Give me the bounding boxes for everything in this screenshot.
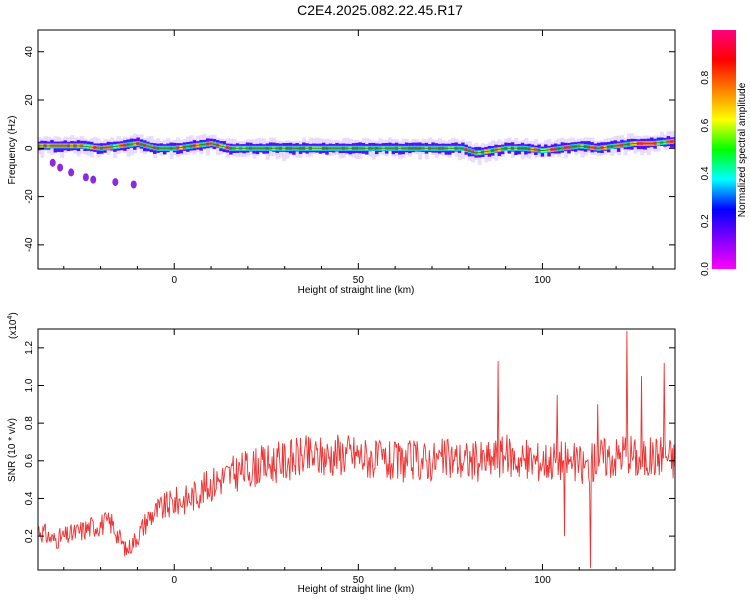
spectrum-scatter-point (68, 168, 75, 177)
colorbar-tick-label: 0.0 (700, 262, 711, 276)
snr-xtick-label: 50 (353, 575, 365, 586)
spectrum-scatter-point (112, 178, 119, 187)
snr-ytick-label: 0.6 (24, 453, 35, 467)
snr-ylabel: SNR (10 * v/v) (7, 418, 18, 482)
figure-title: C2E4.2025.082.22.45.R17 (297, 2, 463, 18)
snr-xtick-label: 0 (171, 575, 177, 586)
spectrogram-axes: 0 50 100 -40 -20 0 20 40 (24, 30, 675, 286)
colorbar-tick-label: 0.4 (700, 166, 711, 180)
snr-ytick-label: 1.2 (24, 340, 35, 354)
colorbar-label: Normalized spectral amplitude (737, 82, 748, 217)
colorbar-tick-label: 0.6 (700, 118, 711, 132)
colorbar-tick-label: 0.2 (700, 214, 711, 228)
spectrogram-ylabel: Frequency (Hz) (7, 116, 18, 185)
snr-ytick-label: 0.2 (24, 529, 35, 543)
snr-xlabel: Height of straight line (km) (298, 584, 415, 595)
spectrum-scatter-point (49, 158, 56, 167)
snr-axes: 0 50 100 0.2 0.4 0.6 0.8 1.0 1.2 (24, 329, 675, 586)
spectrogram-ytick-label: 20 (24, 94, 35, 106)
snr-ytick-label: 1.0 (24, 378, 35, 392)
spectrogram-content (38, 130, 675, 189)
snr-panel: 0 50 100 0.2 0.4 0.6 0.8 1.0 1.2 Height of strai… (7, 312, 676, 595)
snr-series-line (38, 330, 675, 569)
snr-ytick-label: 0.8 (24, 416, 35, 430)
svg-text:(x104): (x104) (7, 312, 19, 339)
spectrogram-ytick-label: 0 (24, 145, 35, 151)
snr-xtick-label: 100 (534, 575, 551, 586)
spectrogram-xtick-label: 100 (534, 275, 551, 286)
spectrogram-core (38, 138, 675, 156)
spectrogram-xtick-label: 50 (353, 275, 365, 286)
snr-frame (37, 328, 676, 571)
spectrum-scatter-point (82, 173, 89, 182)
spectrum-scatter-point (57, 163, 64, 172)
snr-content (38, 330, 675, 569)
snr-multiplier-close: ) (8, 312, 19, 315)
spectrogram-xtick-label: 0 (171, 275, 177, 286)
snr-multiplier-base: (x10 (8, 319, 19, 339)
colorbar-tick-label: 0.8 (700, 70, 711, 84)
spectrum-scatter-point (90, 175, 97, 184)
snr-ytick-label: 0.4 (24, 491, 35, 505)
colorbar-axes: 0.0 0.2 0.4 0.6 0.8 (700, 70, 711, 276)
spectrum-scatter-point (130, 180, 137, 189)
spectrogram-ytick-label: -20 (24, 189, 35, 204)
snr-multiplier: (x104) (7, 312, 19, 339)
snr-multiplier-exp: 4 (7, 316, 14, 320)
colorbar-gradient (712, 30, 736, 269)
spectrogram-frame (37, 29, 676, 270)
spectrogram-ytick-label: 40 (24, 46, 35, 58)
spectrogram-ytick-label: -40 (24, 237, 35, 252)
spectrogram-xlabel: Height of straight line (km) (298, 285, 415, 296)
spectrogram-panel: 0 50 100 -40 -20 0 20 40 Height of straight lin… (7, 29, 676, 296)
colorbar: 0.0 0.2 0.4 0.6 0.8 Normalized spectral ampl… (700, 30, 748, 276)
spectrum-ridge-line (38, 140, 675, 154)
